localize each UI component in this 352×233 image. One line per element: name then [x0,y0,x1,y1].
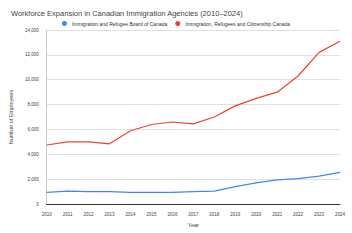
svg-text:2021: 2021 [272,212,283,217]
svg-text:2020: 2020 [251,212,262,217]
svg-text:0: 0 [36,202,39,207]
svg-text:2015: 2015 [146,212,157,217]
svg-text:2018: 2018 [209,212,220,217]
svg-text:Year: Year [188,222,199,228]
svg-text:2022: 2022 [293,212,304,217]
svg-text:8,000: 8,000 [27,102,39,107]
svg-text:10,000: 10,000 [25,77,39,82]
svg-text:Workforce Expansion in Canadia: Workforce Expansion in Canadian Immigrat… [11,9,243,18]
svg-text:2019: 2019 [230,212,241,217]
svg-text:2014: 2014 [125,212,136,217]
svg-text:14,000: 14,000 [25,28,39,33]
svg-text:2013: 2013 [105,212,116,217]
svg-text:2023: 2023 [314,212,325,217]
svg-text:6,000: 6,000 [27,127,39,132]
svg-text:2017: 2017 [188,212,199,217]
svg-text:Number of Employees: Number of Employees [8,90,14,145]
svg-text:2,000: 2,000 [27,177,39,182]
svg-text:2011: 2011 [63,212,73,217]
svg-text:2012: 2012 [84,212,95,217]
svg-text:Immigration, Refugees and Citi: Immigration, Refugees and Citizenship Ca… [185,21,290,27]
svg-text:4,000: 4,000 [27,152,39,157]
svg-text:2024: 2024 [335,212,346,217]
svg-text:2016: 2016 [167,212,178,217]
svg-text:2010: 2010 [42,212,53,217]
svg-text:12,000: 12,000 [25,52,39,57]
svg-text:Immigration and Refugee Board: Immigration and Refugee Board of Canada [72,21,168,27]
